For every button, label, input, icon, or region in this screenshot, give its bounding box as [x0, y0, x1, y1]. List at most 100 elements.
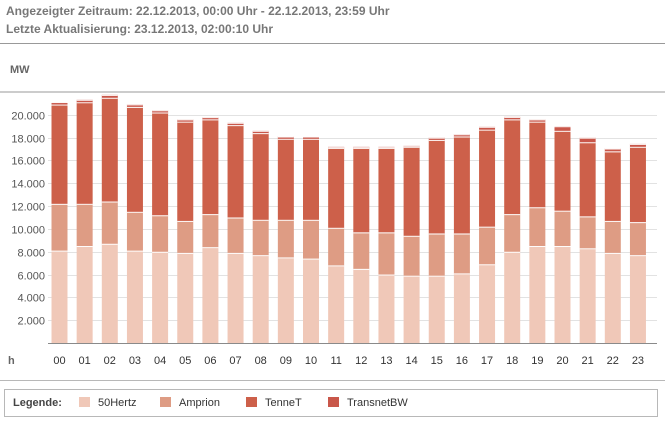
y-unit-label: MW: [10, 64, 30, 76]
bar-segment-50hertz: [453, 273, 470, 343]
bar-segment-amprion: [277, 219, 294, 258]
displayed-period-text: Angezeigter Zeitraum: 22.12.2013, 00:00 …: [6, 4, 390, 18]
x-tick-label: 13: [380, 355, 392, 367]
y-tick-label: 6.000: [17, 271, 45, 283]
bar-segment-tennet: [403, 146, 420, 236]
bar-segment-tennet: [604, 151, 621, 221]
bar-segment-amprion: [101, 201, 118, 244]
y-tick-label: 20.000: [11, 111, 45, 123]
bar-segment-tennet: [177, 121, 194, 221]
bar-segment-transnetbw: [504, 116, 521, 120]
bar-segment-transnetbw: [529, 119, 546, 122]
bar-segment-50hertz: [504, 251, 521, 343]
x-tick-label: 06: [204, 355, 216, 367]
bar-segment-tennet: [629, 146, 646, 223]
x-tick-label: 04: [154, 355, 166, 367]
legend-swatch-amprion: [160, 397, 171, 407]
bar-segment-transnetbw: [252, 130, 269, 134]
bar-segment-amprion: [403, 235, 420, 276]
legend-label-tennet: TenneT: [265, 397, 302, 409]
legend-item-tennet[interactable]: TenneT: [246, 397, 302, 409]
x-tick-label: 03: [129, 355, 141, 367]
legend-item-50hertz[interactable]: 50Hertz: [79, 397, 137, 409]
bar-segment-amprion: [152, 215, 169, 252]
bar-segment-amprion: [227, 217, 244, 253]
bar-segment-tennet: [51, 104, 68, 204]
bar-segment-amprion: [202, 214, 219, 248]
x-unit-label: h: [8, 355, 15, 367]
bar-segment-50hertz: [378, 274, 395, 343]
x-tick-label: 15: [431, 355, 443, 367]
bar-segment-amprion: [579, 216, 596, 249]
x-tick-label: 19: [531, 355, 543, 367]
x-tick-label: 14: [405, 355, 417, 367]
y-tick-label: 16.000: [11, 156, 45, 168]
bar-segment-amprion: [177, 220, 194, 253]
x-tick-label: 07: [229, 355, 241, 367]
bar-segment-tennet: [479, 129, 496, 227]
x-tick-label: 16: [456, 355, 468, 367]
bar-segment-50hertz: [126, 250, 143, 343]
bar-segment-tennet: [202, 119, 219, 215]
bar-segment-50hertz: [403, 275, 420, 343]
bar-segment-amprion: [554, 210, 571, 247]
bar-segment-50hertz: [629, 255, 646, 343]
bar-segment-50hertz: [76, 246, 93, 343]
bar-segment-amprion: [604, 220, 621, 253]
x-tick-label: 08: [255, 355, 267, 367]
bar-segment-transnetbw: [604, 148, 621, 152]
x-tick-label: 02: [104, 355, 116, 367]
bar-segment-tennet: [152, 112, 169, 216]
x-tick-label: 00: [53, 355, 65, 367]
bar-segment-transnetbw: [202, 117, 219, 120]
bar-segment-amprion: [303, 219, 319, 259]
bar-segment-transnetbw: [76, 99, 93, 103]
x-tick-label: 22: [607, 355, 619, 367]
x-tick-label: 12: [355, 355, 367, 367]
y-tick-label: 18.000: [11, 134, 45, 146]
bar-segment-tennet: [303, 138, 319, 220]
legend-box: Legende: 50Hertz Amprion TenneT Transnet…: [4, 389, 658, 417]
y-tick-label: 4.000: [17, 293, 45, 305]
bar-segment-amprion: [504, 214, 521, 252]
bar-segment-amprion: [51, 203, 68, 251]
bar-segment-amprion: [76, 203, 93, 247]
x-tick-label: 11: [330, 355, 341, 367]
legend-item-amprion[interactable]: Amprion: [160, 397, 220, 409]
bar-segment-amprion: [328, 227, 345, 266]
bar-segment-50hertz: [604, 252, 621, 343]
y-tick-label: 14.000: [11, 179, 45, 191]
bar-segment-amprion: [252, 219, 269, 256]
x-tick-label: 09: [280, 355, 292, 367]
bar-segment-50hertz: [177, 252, 194, 343]
bar-segment-tennet: [529, 121, 546, 208]
x-tick-label: 17: [481, 355, 493, 367]
bar-segment-transnetbw: [303, 136, 319, 139]
bar-segment-amprion: [479, 226, 496, 265]
legend-swatch-transnetbw: [328, 397, 339, 407]
stacked-bar-chart: MW h 2.000 4.000 6.000 8.000 10.000 12.000 14.00…: [0, 64, 665, 381]
bar-segment-transnetbw: [152, 110, 169, 113]
legend-title: Legende:: [13, 397, 62, 409]
bar-segment-tennet: [328, 147, 345, 228]
legend-label-amprion: Amprion: [179, 397, 220, 409]
bar-segment-transnetbw: [277, 136, 294, 139]
bar-segment-50hertz: [328, 265, 345, 343]
x-tick-label: 01: [79, 355, 91, 367]
bar-segment-50hertz: [579, 248, 596, 343]
bar-segment-transnetbw: [479, 126, 496, 130]
bar-segment-tennet: [504, 119, 521, 215]
bar-segment-50hertz: [529, 246, 546, 343]
bar-segment-tennet: [353, 147, 370, 233]
bar-segment-transnetbw: [227, 122, 244, 126]
bar-segment-transnetbw: [101, 94, 118, 98]
bar-segment-tennet: [378, 147, 395, 233]
bar-segment-tennet: [126, 106, 143, 212]
bar-segment-transnetbw: [579, 137, 596, 143]
legend-item-transnetbw[interactable]: TransnetBW: [328, 397, 408, 409]
bar-segment-tennet: [428, 139, 445, 234]
y-tick-label: 12.000: [11, 202, 45, 214]
bar-segment-tennet: [76, 102, 93, 204]
x-tick-label: 20: [556, 355, 568, 367]
bar-segment-50hertz: [479, 264, 496, 343]
